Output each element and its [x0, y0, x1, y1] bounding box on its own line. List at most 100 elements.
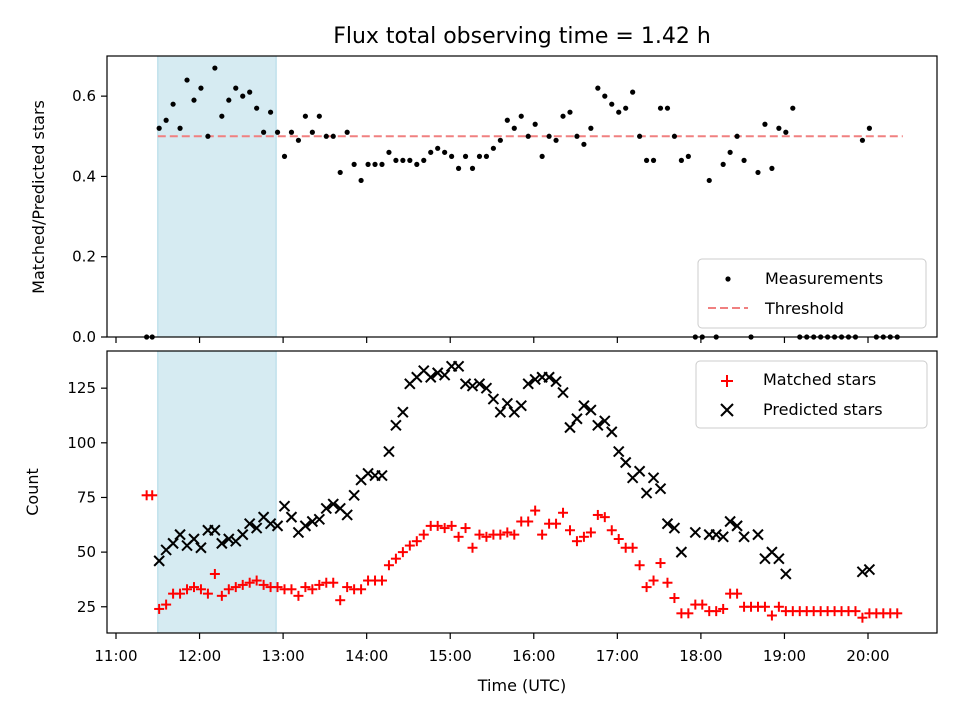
data-point [281, 153, 288, 159]
data-point [170, 101, 176, 107]
legend-predicted-label: Predicted stars [763, 400, 883, 419]
data-point [237, 528, 249, 541]
data-point [515, 399, 527, 412]
data-point [857, 612, 868, 623]
data-point [669, 593, 680, 604]
data-point [393, 157, 399, 163]
data-point [154, 603, 165, 614]
data-point [233, 85, 239, 91]
data-point [790, 105, 796, 111]
data-point [302, 113, 308, 119]
data-point [648, 575, 659, 586]
data-point [202, 588, 213, 599]
data-point [264, 517, 277, 530]
data-point [244, 577, 255, 588]
data-point [522, 378, 534, 390]
data-point [718, 603, 729, 614]
data-point [431, 367, 444, 379]
data-point [574, 133, 580, 139]
data-point [518, 113, 524, 119]
data-point [335, 595, 346, 606]
data-point [741, 157, 747, 163]
data-point [592, 509, 603, 520]
count-marks [141, 360, 903, 623]
data-point [633, 465, 646, 477]
data-point [390, 419, 402, 432]
data-point [616, 109, 622, 115]
data-point [509, 529, 520, 540]
data-point [163, 117, 169, 123]
count-y-tick-label: 50 [77, 543, 96, 561]
data-point [490, 145, 496, 151]
data-point [258, 579, 269, 590]
data-point [706, 177, 712, 184]
data-point [467, 542, 478, 553]
data-point [400, 157, 406, 163]
data-point [356, 584, 367, 595]
data-point [558, 507, 569, 518]
data-point [209, 524, 221, 536]
data-point [662, 577, 673, 588]
ratio-y-tick-label: 0.6 [72, 87, 96, 105]
data-point [627, 542, 638, 553]
data-point [184, 77, 190, 83]
data-point [446, 520, 457, 531]
data-point [439, 523, 450, 534]
data-point [337, 169, 343, 176]
data-point [783, 129, 789, 135]
data-point [655, 558, 666, 569]
data-point [348, 489, 360, 501]
data-point [592, 419, 604, 432]
data-point [539, 153, 545, 159]
legend-threshold-label: Threshold [764, 299, 844, 318]
count-y-tick-label: 100 [67, 434, 96, 452]
data-point [630, 89, 636, 95]
ratio-marks [144, 65, 903, 340]
data-point [724, 515, 736, 528]
data-point [341, 509, 353, 521]
data-point [358, 177, 364, 184]
x-tick-label: 20:00 [846, 647, 889, 665]
data-point [300, 582, 311, 593]
data-point [537, 529, 548, 540]
data-point [497, 137, 503, 143]
data-point [455, 165, 462, 171]
data-point [223, 533, 235, 545]
observing-window-shade-bottom [157, 350, 277, 634]
data-point [678, 157, 684, 163]
data-point [634, 560, 645, 571]
data-point [254, 105, 260, 111]
data-point [411, 536, 422, 547]
data-point [711, 606, 722, 617]
data-point [720, 161, 726, 167]
data-point [376, 575, 387, 586]
data-point [581, 141, 587, 147]
data-point [372, 161, 378, 167]
x-axis-label: Time (UTC) [477, 676, 566, 695]
data-point [752, 528, 764, 541]
data-point [418, 529, 429, 540]
data-point [671, 133, 678, 139]
data-point [175, 588, 186, 599]
data-point [609, 101, 615, 107]
data-point [195, 542, 207, 554]
data-point [288, 129, 295, 135]
data-point [650, 157, 657, 163]
data-point [330, 133, 336, 139]
data-point [675, 546, 688, 558]
data-point [689, 526, 702, 539]
data-point [495, 529, 506, 540]
data-point [599, 415, 611, 427]
data-point [780, 568, 792, 580]
data-point [564, 525, 575, 536]
count-axes-frame [106, 350, 938, 634]
data-point [567, 109, 573, 115]
data-point [237, 579, 248, 590]
count-legend-box [695, 360, 928, 429]
data-point [314, 579, 325, 590]
observing-window-shade-top [157, 55, 277, 338]
data-point [850, 606, 861, 617]
data-point [504, 117, 510, 123]
data-point [766, 610, 777, 621]
